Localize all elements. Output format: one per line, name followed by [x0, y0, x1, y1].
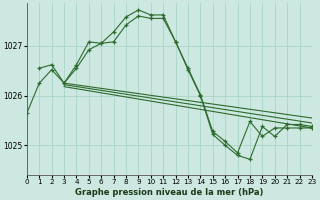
X-axis label: Graphe pression niveau de la mer (hPa): Graphe pression niveau de la mer (hPa): [75, 188, 264, 197]
